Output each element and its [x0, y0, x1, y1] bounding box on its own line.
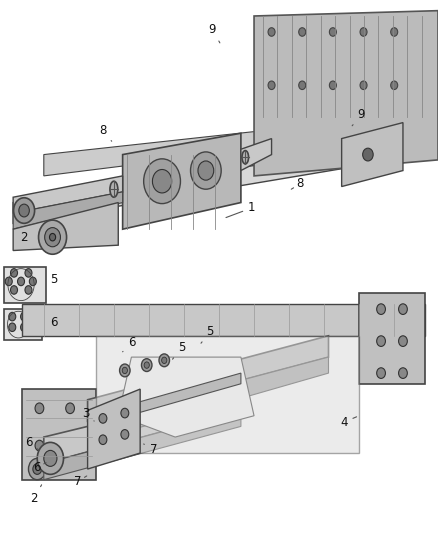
Circle shape — [29, 277, 36, 286]
Circle shape — [144, 362, 149, 368]
Circle shape — [49, 233, 56, 241]
Circle shape — [121, 430, 129, 439]
Polygon shape — [88, 389, 140, 469]
Circle shape — [45, 228, 60, 247]
Circle shape — [360, 81, 367, 90]
Circle shape — [28, 458, 46, 480]
Text: 7: 7 — [144, 443, 157, 456]
Text: 8: 8 — [291, 177, 304, 190]
Circle shape — [121, 408, 129, 418]
Circle shape — [9, 323, 16, 332]
Text: 1: 1 — [226, 201, 256, 217]
Circle shape — [399, 368, 407, 378]
Circle shape — [5, 277, 12, 286]
Circle shape — [191, 152, 221, 189]
Polygon shape — [13, 144, 394, 224]
Circle shape — [99, 414, 107, 423]
Text: 2: 2 — [30, 485, 42, 505]
Circle shape — [377, 368, 385, 378]
Circle shape — [377, 336, 385, 346]
Circle shape — [37, 442, 64, 474]
Circle shape — [25, 286, 32, 294]
Circle shape — [99, 435, 107, 445]
Text: 6: 6 — [25, 436, 39, 450]
Circle shape — [25, 269, 32, 277]
Circle shape — [21, 323, 28, 332]
Text: 2: 2 — [20, 231, 28, 244]
Text: 5: 5 — [173, 341, 185, 359]
Polygon shape — [96, 336, 359, 453]
Text: 6: 6 — [33, 461, 46, 474]
Circle shape — [11, 286, 18, 294]
Circle shape — [399, 336, 407, 346]
Circle shape — [391, 28, 398, 36]
Circle shape — [399, 304, 407, 314]
Polygon shape — [13, 176, 123, 213]
Circle shape — [39, 220, 67, 254]
Text: 6: 6 — [50, 316, 58, 329]
Circle shape — [11, 269, 18, 277]
Circle shape — [152, 169, 172, 193]
Circle shape — [391, 81, 398, 90]
Text: 6: 6 — [123, 336, 135, 352]
Text: 3: 3 — [82, 407, 94, 421]
Text: 8: 8 — [99, 124, 112, 141]
Bar — [4, 309, 42, 340]
Polygon shape — [22, 389, 96, 480]
Circle shape — [122, 367, 127, 374]
Circle shape — [66, 440, 74, 451]
Circle shape — [329, 28, 336, 36]
Circle shape — [162, 357, 167, 364]
Text: 7: 7 — [74, 475, 87, 488]
Polygon shape — [123, 133, 241, 229]
Bar — [4, 266, 46, 303]
Text: 9: 9 — [352, 108, 365, 126]
Polygon shape — [44, 389, 241, 464]
Circle shape — [268, 28, 275, 36]
Circle shape — [44, 450, 57, 466]
Polygon shape — [110, 373, 241, 421]
Circle shape — [363, 148, 373, 161]
Polygon shape — [342, 123, 403, 187]
Polygon shape — [88, 336, 328, 421]
Circle shape — [159, 354, 170, 367]
Polygon shape — [13, 203, 118, 251]
Circle shape — [329, 81, 336, 90]
Circle shape — [19, 204, 29, 217]
Polygon shape — [241, 139, 272, 171]
Polygon shape — [88, 357, 328, 442]
Circle shape — [299, 81, 306, 90]
Circle shape — [299, 28, 306, 36]
Text: 4: 4 — [340, 416, 357, 429]
Circle shape — [120, 364, 130, 377]
Polygon shape — [118, 357, 254, 437]
Circle shape — [9, 312, 16, 321]
Circle shape — [198, 161, 214, 180]
Text: 5: 5 — [50, 273, 58, 286]
Polygon shape — [13, 192, 123, 229]
Circle shape — [268, 81, 275, 90]
Text: 5: 5 — [201, 325, 214, 343]
Circle shape — [66, 403, 74, 414]
Polygon shape — [44, 410, 241, 480]
Circle shape — [35, 440, 44, 451]
Circle shape — [144, 159, 180, 204]
Circle shape — [141, 359, 152, 372]
Polygon shape — [359, 293, 425, 384]
Circle shape — [360, 28, 367, 36]
Circle shape — [21, 312, 28, 321]
Ellipse shape — [242, 150, 249, 164]
Polygon shape — [22, 304, 425, 336]
Circle shape — [377, 304, 385, 314]
Circle shape — [214, 397, 224, 410]
Text: 9: 9 — [208, 23, 220, 43]
Circle shape — [18, 277, 25, 286]
Circle shape — [33, 464, 42, 474]
Polygon shape — [44, 117, 385, 176]
Circle shape — [35, 403, 44, 414]
Circle shape — [208, 390, 230, 417]
Circle shape — [14, 198, 35, 223]
Ellipse shape — [110, 181, 118, 197]
Polygon shape — [254, 11, 438, 176]
